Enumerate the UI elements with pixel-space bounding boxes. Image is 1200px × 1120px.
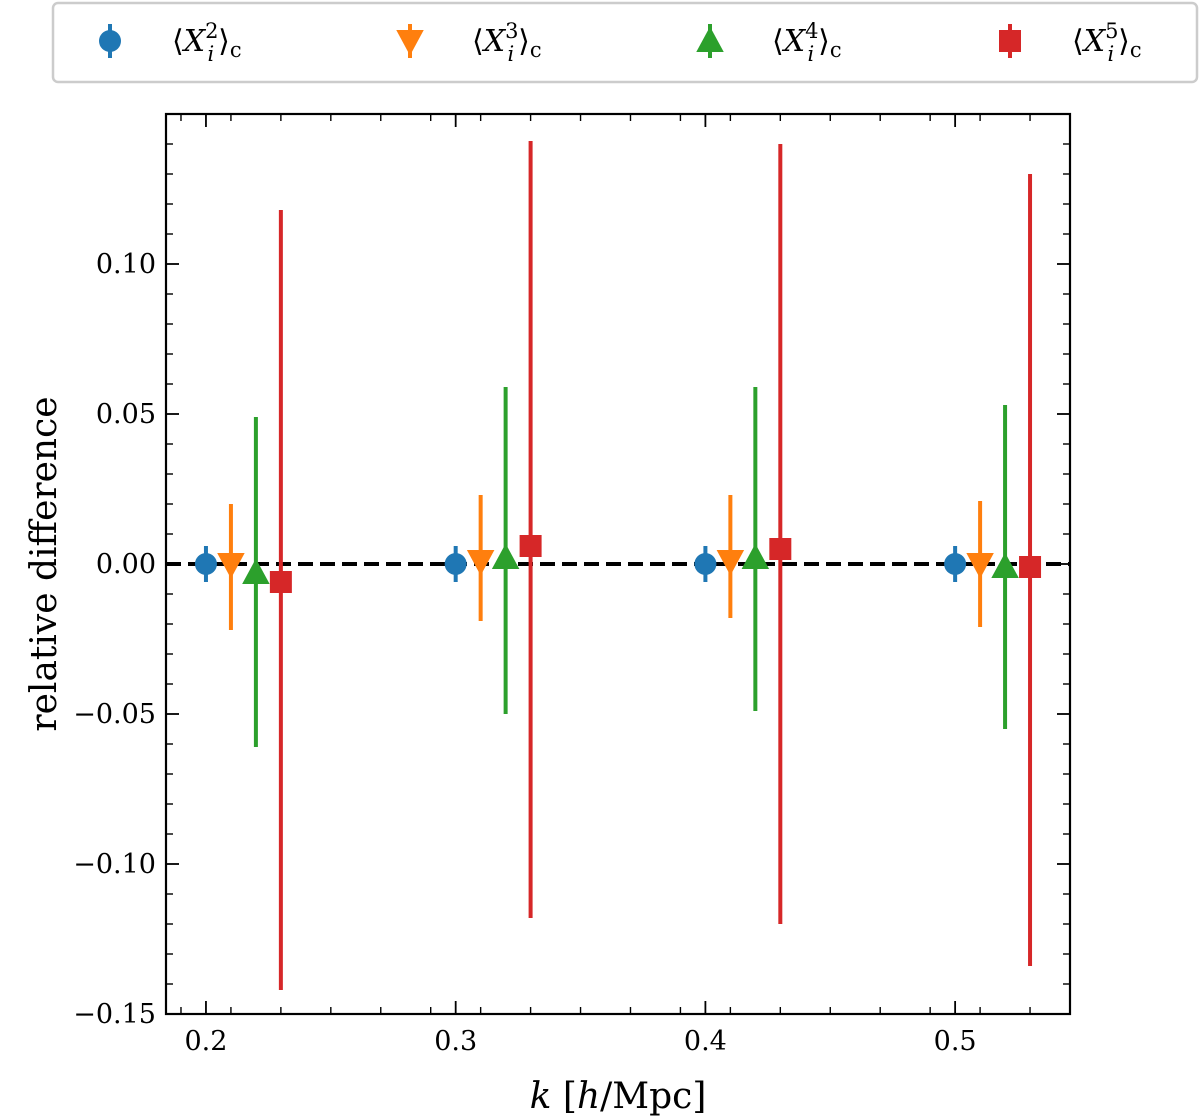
x-tick-label: 0.3 xyxy=(434,1026,477,1057)
y-tick-label: −0.05 xyxy=(73,699,156,730)
legend-marker xyxy=(396,30,424,56)
y-axis-label: relative difference xyxy=(24,396,65,731)
series-5 xyxy=(269,141,1042,990)
legend-entry: ⟨X4 i ⟩c xyxy=(696,19,842,66)
y-tick-label: 0.05 xyxy=(96,399,156,430)
legend-frame xyxy=(51,1,1199,84)
data-point xyxy=(741,543,770,569)
data-point xyxy=(769,538,792,560)
y-tick-label: 0.10 xyxy=(96,249,156,280)
legend-label: ⟨X2 i ⟩c xyxy=(172,19,242,66)
series-4 xyxy=(242,387,1019,747)
data-point xyxy=(269,571,292,593)
data-point xyxy=(966,553,994,579)
tick-labels: 0.2 0.3 0.4 0.5 −0.15 −0.10 −0.05 0.00 0.05 0.10 xyxy=(73,249,976,1057)
data-point xyxy=(466,550,495,576)
data-series xyxy=(194,141,1042,990)
legend-entry: ⟨X5 i ⟩c xyxy=(999,19,1142,66)
data-point xyxy=(694,553,717,575)
legend-label: ⟨X5 i ⟩c xyxy=(1072,19,1142,66)
x-axis-label: k [h/Mpc] xyxy=(530,1076,707,1117)
series-3 xyxy=(217,495,994,630)
y-tick-label: −0.10 xyxy=(73,849,156,880)
y-tick-label: −0.15 xyxy=(73,999,156,1030)
legend-marker xyxy=(999,30,1021,52)
data-point xyxy=(194,553,217,575)
series-2 xyxy=(194,546,967,582)
legend: ⟨X2 i ⟩c ⟨X3 i ⟩c ⟨X4 i ⟩c ⟨X5 i ⟩c xyxy=(99,19,1142,66)
legend-entry: ⟨X3 i ⟩c xyxy=(396,19,542,66)
legend-entry: ⟨X2 i ⟩c xyxy=(99,19,242,66)
data-point xyxy=(242,558,270,584)
data-point xyxy=(991,552,1019,578)
plot-frame xyxy=(164,112,1072,1016)
legend-marker xyxy=(696,26,724,52)
y-tick-label: 0.00 xyxy=(96,549,156,580)
x-tick-label: 0.4 xyxy=(684,1026,727,1057)
legend-marker xyxy=(99,30,121,52)
data-point xyxy=(519,535,542,557)
data-point xyxy=(1019,556,1042,578)
data-point xyxy=(217,553,245,579)
legend-label: ⟨X3 i ⟩c xyxy=(472,19,542,66)
x-tick-label: 0.2 xyxy=(184,1026,227,1057)
data-point xyxy=(716,550,745,576)
x-tick-label: 0.5 xyxy=(934,1026,977,1057)
data-point xyxy=(491,543,520,569)
data-point xyxy=(444,553,467,575)
data-point xyxy=(944,553,967,575)
legend-label: ⟨X4 i ⟩c xyxy=(772,19,842,66)
